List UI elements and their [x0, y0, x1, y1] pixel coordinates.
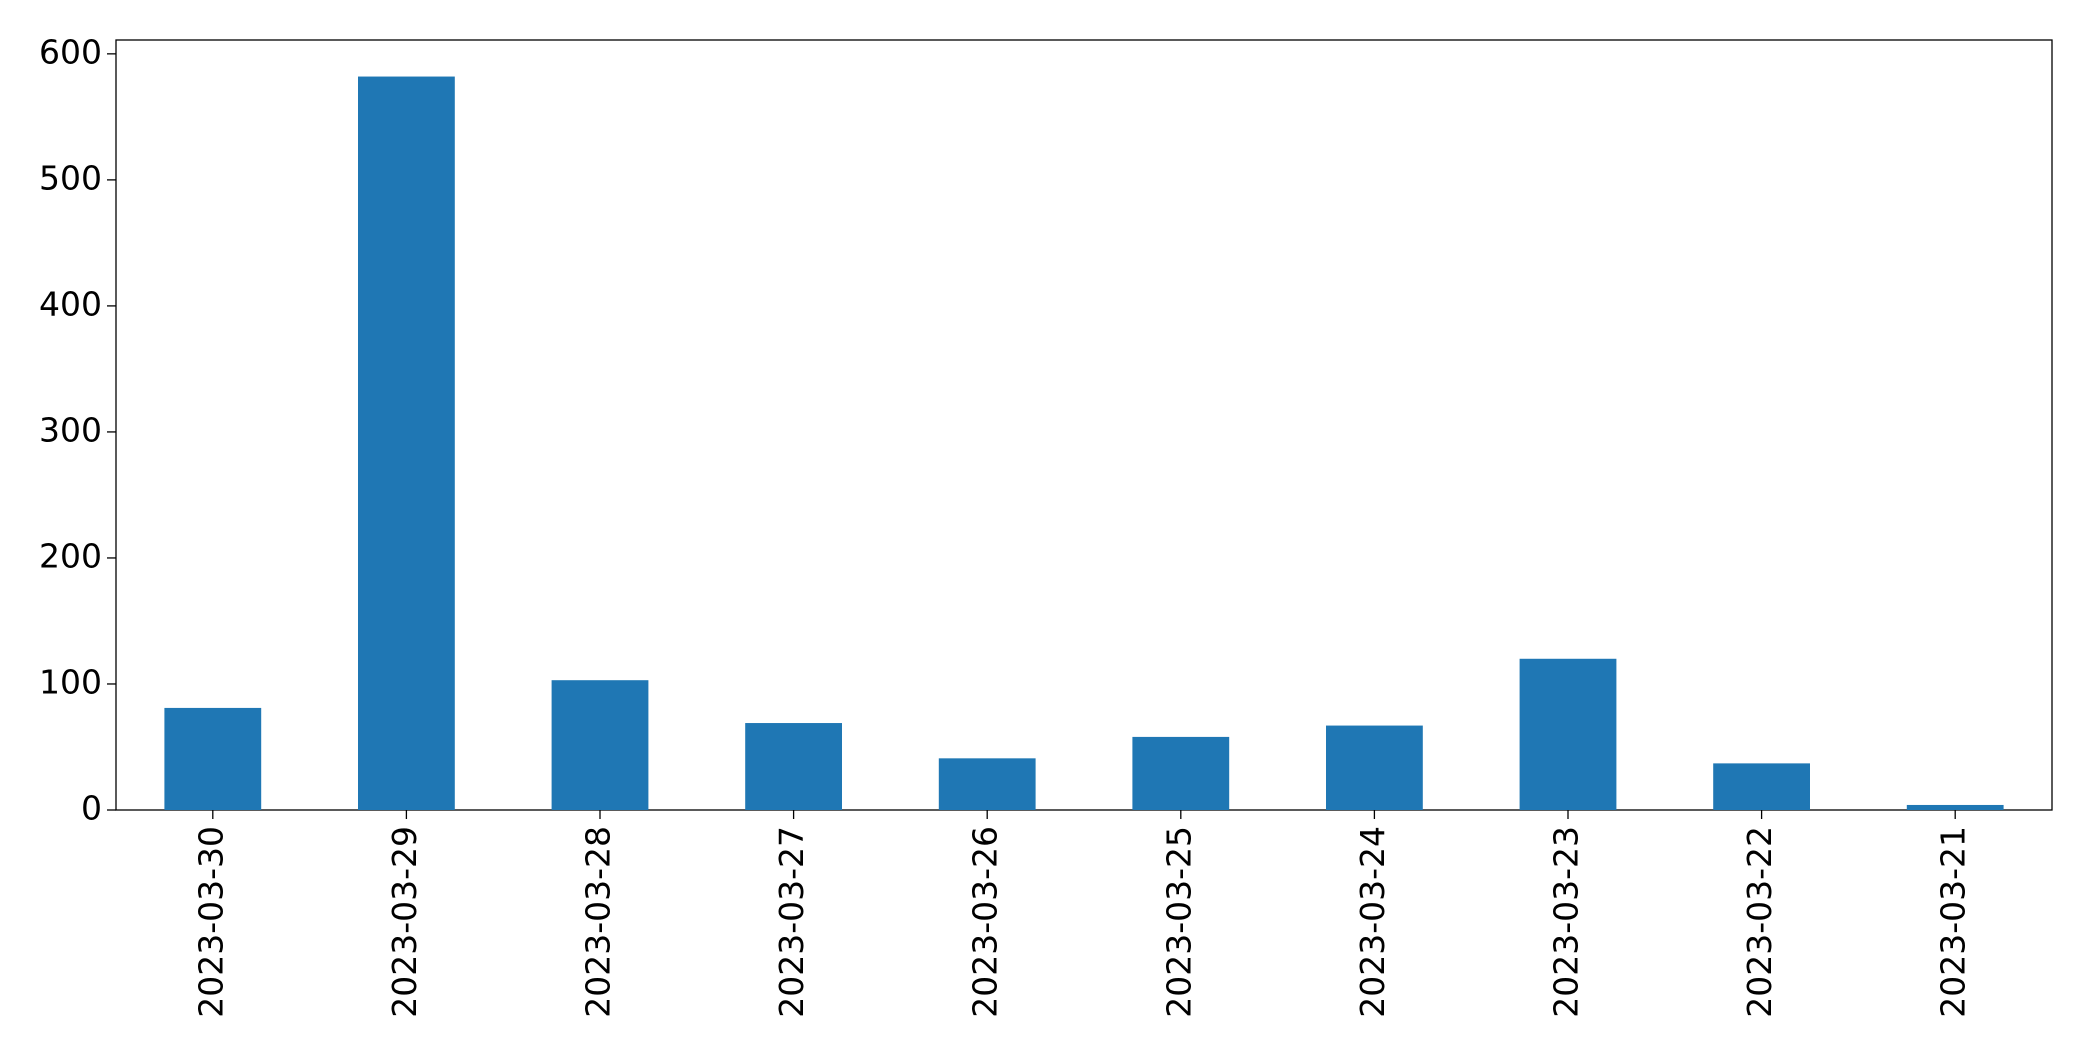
x-tick-label: 2023-03-30: [191, 826, 230, 1018]
x-tick-label: 2023-03-29: [385, 826, 424, 1018]
bar: [358, 76, 455, 811]
bar: [745, 723, 842, 810]
y-tick-label: 500: [39, 158, 102, 197]
x-tick-label: 2023-03-25: [1159, 826, 1198, 1018]
x-tick-label: 2023-03-28: [579, 826, 618, 1018]
y-tick-label: 100: [39, 662, 102, 701]
x-tick-label: 2023-03-24: [1353, 826, 1392, 1018]
x-tick-label: 2023-03-26: [966, 826, 1005, 1018]
y-tick-label: 200: [39, 536, 102, 575]
y-tick-label: 600: [39, 32, 102, 71]
x-tick-label: 2023-03-23: [1547, 826, 1586, 1018]
x-tick-label: 2023-03-27: [772, 826, 811, 1018]
bar: [1906, 804, 2004, 810]
bar: [1326, 725, 1423, 810]
bar: [1132, 736, 1230, 810]
y-tick-label: 0: [81, 789, 102, 828]
bar: [1519, 658, 1617, 810]
bar: [938, 758, 1036, 810]
x-tick-label: 2023-03-22: [1740, 826, 1779, 1018]
bar: [551, 680, 649, 810]
x-tick-label: 2023-03-21: [1934, 826, 1973, 1018]
plot-frame: [115, 39, 2053, 811]
y-tick-label: 300: [39, 410, 102, 449]
y-tick-label: 400: [39, 284, 102, 323]
bar: [164, 707, 262, 810]
bar: [1713, 763, 1810, 810]
